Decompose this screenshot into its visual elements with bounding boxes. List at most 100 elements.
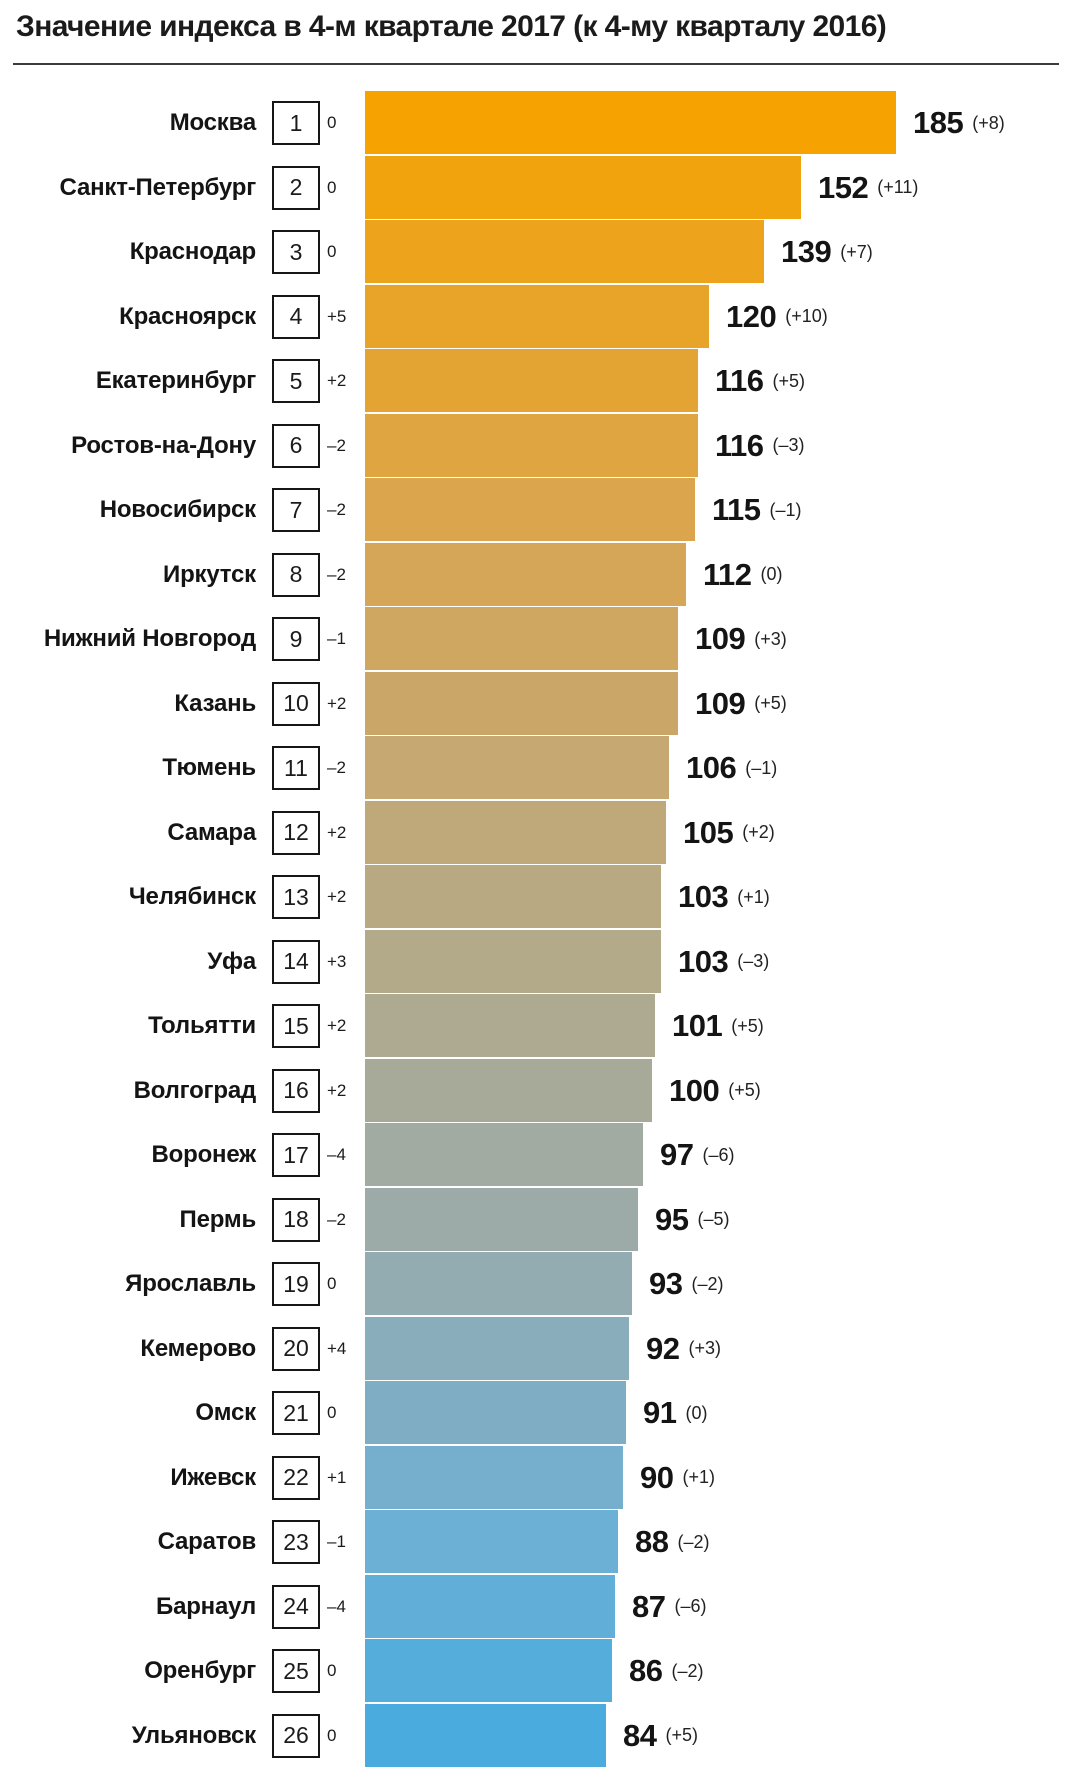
rank-number: 6 bbox=[289, 432, 303, 459]
value-number: 106 bbox=[686, 750, 737, 786]
value-bar bbox=[365, 929, 661, 993]
value-label: 112 (0) bbox=[703, 557, 783, 593]
value-label: 120 (+10) bbox=[726, 299, 828, 335]
rank-number: 9 bbox=[289, 625, 303, 652]
chart-row: Тюмень 11 –2 106 (–1) bbox=[0, 736, 1073, 801]
value-change-label: (+1) bbox=[682, 1467, 715, 1488]
rank-box: 22 bbox=[272, 1455, 320, 1500]
value-change-label: (+3) bbox=[688, 1338, 721, 1359]
chart-row: Кемерово 20 +4 92 (+3) bbox=[0, 1316, 1073, 1382]
rank-change-label: +5 bbox=[327, 306, 347, 326]
rank-change-label: –2 bbox=[327, 1209, 346, 1229]
rank-box: 17 bbox=[272, 1133, 320, 1178]
rank-box: 9 bbox=[272, 617, 320, 662]
city-label: Красноярск bbox=[119, 302, 256, 330]
value-bar bbox=[365, 1187, 638, 1251]
value-number: 116 bbox=[715, 363, 764, 399]
rank-box: 10 bbox=[272, 681, 320, 726]
rank-number: 8 bbox=[289, 561, 303, 588]
value-bar bbox=[365, 413, 698, 477]
bar-track: 88 (–2) bbox=[365, 1510, 1073, 1575]
bar-track: 97 (–6) bbox=[365, 1123, 1073, 1188]
rank-number: 23 bbox=[283, 1528, 309, 1555]
rank-number: 5 bbox=[289, 367, 303, 394]
value-bar bbox=[365, 1058, 652, 1122]
value-number: 86 bbox=[629, 1653, 663, 1689]
value-bar bbox=[365, 1703, 606, 1767]
chart-row: Нижний Новгород 9 –1 109 (+3) bbox=[0, 607, 1073, 672]
value-bar bbox=[365, 1381, 626, 1444]
value-label: 152 (+11) bbox=[818, 170, 918, 206]
city-label: Ижевск bbox=[170, 1463, 256, 1491]
rank-box: 23 bbox=[272, 1520, 320, 1565]
city-label: Казань bbox=[174, 689, 256, 717]
city-label: Саратов bbox=[157, 1528, 257, 1556]
value-bar bbox=[365, 800, 666, 864]
rank-change-label: +2 bbox=[327, 822, 347, 842]
rank-number: 14 bbox=[283, 948, 309, 975]
value-bar bbox=[365, 349, 698, 412]
chart-row: Екатеринбург 5 +2 116 (+5) bbox=[0, 349, 1073, 414]
bar-track: 185 (+8) bbox=[365, 91, 1073, 156]
rank-change-label: 0 bbox=[327, 242, 337, 262]
rank-number: 12 bbox=[283, 819, 309, 846]
rank-change-label: –2 bbox=[327, 564, 346, 584]
city-label: Кемерово bbox=[140, 1334, 256, 1362]
value-number: 115 bbox=[712, 492, 761, 528]
rank-number: 13 bbox=[283, 883, 309, 910]
rank-change-label: –2 bbox=[327, 758, 346, 778]
city-label: Воронеж bbox=[151, 1141, 257, 1169]
value-label: 109 (+5) bbox=[695, 686, 787, 722]
chart-row: Барнаул 24 –4 87 (–6) bbox=[0, 1574, 1073, 1640]
rank-change-label: 0 bbox=[327, 113, 337, 133]
value-change-label: (–5) bbox=[697, 1209, 730, 1230]
value-label: 92 (+3) bbox=[646, 1331, 721, 1367]
value-bar bbox=[365, 542, 686, 606]
rank-change-label: 0 bbox=[327, 1725, 337, 1745]
city-label: Оренбург bbox=[144, 1657, 256, 1685]
rank-box: 19 bbox=[272, 1262, 320, 1307]
bar-track: 103 (–3) bbox=[365, 929, 1073, 995]
value-label: 86 (–2) bbox=[629, 1653, 704, 1689]
value-number: 120 bbox=[726, 298, 777, 334]
rank-number: 16 bbox=[283, 1077, 309, 1104]
rank-box: 5 bbox=[272, 359, 320, 404]
rank-change-label: +2 bbox=[327, 887, 347, 907]
value-bar bbox=[365, 1574, 615, 1638]
chart-row: Самара 12 +2 105 (+2) bbox=[0, 800, 1073, 866]
rank-number: 7 bbox=[289, 496, 303, 523]
rank-number: 15 bbox=[283, 1012, 309, 1039]
value-label: 139 (+7) bbox=[781, 234, 873, 270]
rank-change-label: +2 bbox=[327, 371, 347, 391]
chart-row: Уфа 14 +3 103 (–3) bbox=[0, 929, 1073, 995]
value-change-label: (0) bbox=[685, 1402, 708, 1423]
value-change-label: (+5) bbox=[728, 1080, 761, 1101]
bar-track: 87 (–6) bbox=[365, 1574, 1073, 1640]
bar-track: 95 (–5) bbox=[365, 1187, 1073, 1253]
rank-box: 15 bbox=[272, 1004, 320, 1049]
rank-change-label: +3 bbox=[327, 951, 347, 971]
rank-change-label: 0 bbox=[327, 1661, 337, 1681]
value-bar bbox=[365, 1252, 632, 1315]
rank-number: 22 bbox=[283, 1464, 309, 1491]
value-number: 101 bbox=[672, 1008, 723, 1044]
city-label: Тольятти bbox=[148, 1012, 256, 1040]
value-number: 92 bbox=[646, 1330, 680, 1366]
city-label: Новосибирск bbox=[99, 496, 256, 524]
rank-box: 21 bbox=[272, 1391, 320, 1436]
value-change-label: (–6) bbox=[702, 1144, 735, 1165]
chart-row: Москва 1 0 185 (+8) bbox=[0, 91, 1073, 156]
rank-number: 4 bbox=[289, 303, 303, 330]
value-number: 88 bbox=[635, 1524, 669, 1560]
value-change-label: (–3) bbox=[737, 951, 770, 972]
rank-number: 19 bbox=[283, 1270, 309, 1297]
value-bar bbox=[365, 1510, 618, 1573]
city-label: Барнаул bbox=[156, 1592, 256, 1620]
value-change-label: (+5) bbox=[772, 370, 806, 391]
value-change-label: (–2) bbox=[671, 1660, 704, 1681]
rank-box: 26 bbox=[272, 1713, 320, 1758]
rank-change-label: –4 bbox=[327, 1145, 346, 1165]
city-label: Пермь bbox=[179, 1205, 257, 1233]
value-number: 112 bbox=[703, 556, 752, 592]
chart-title: Значение индекса в 4-м квартале 2017 (к … bbox=[16, 10, 887, 43]
